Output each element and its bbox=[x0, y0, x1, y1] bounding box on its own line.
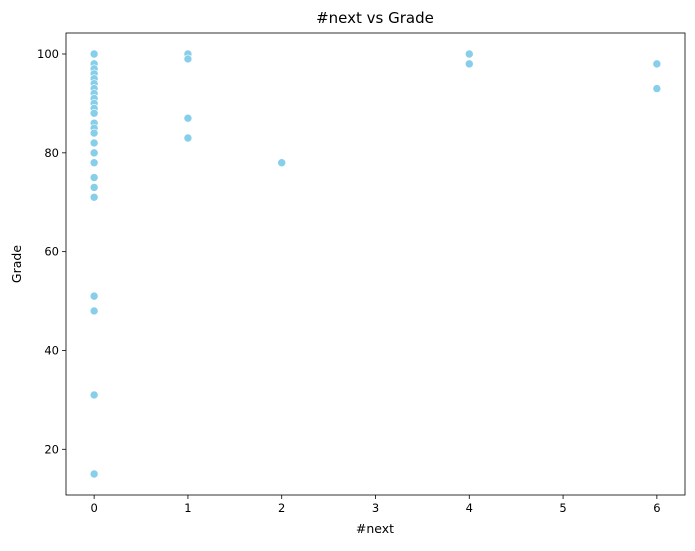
y-tick-label: 80 bbox=[44, 146, 59, 160]
x-tick-label: 5 bbox=[559, 501, 566, 515]
y-tick-label: 60 bbox=[44, 245, 59, 259]
data-point bbox=[89, 469, 99, 479]
data-point bbox=[183, 133, 193, 143]
y-tick-label: 20 bbox=[44, 442, 59, 456]
plot-frame bbox=[65, 32, 686, 496]
data-point bbox=[89, 192, 99, 202]
data-point bbox=[89, 138, 99, 148]
data-point bbox=[277, 158, 287, 168]
data-point bbox=[89, 148, 99, 158]
data-point bbox=[89, 390, 99, 400]
data-point bbox=[183, 54, 193, 64]
data-point bbox=[183, 113, 193, 123]
data-point bbox=[89, 108, 99, 118]
y-tick-label: 40 bbox=[44, 343, 59, 357]
x-tick-label: 3 bbox=[372, 501, 379, 515]
x-axis-label: #next bbox=[356, 521, 394, 536]
data-point bbox=[89, 291, 99, 301]
data-point bbox=[89, 183, 99, 192]
data-point bbox=[89, 173, 99, 182]
x-tick-label: 6 bbox=[653, 501, 660, 515]
y-tick-label: 100 bbox=[37, 47, 59, 61]
x-tick-label: 4 bbox=[466, 501, 473, 515]
data-point bbox=[89, 306, 99, 316]
chart-title: #next vs Grade bbox=[316, 9, 434, 27]
data-point bbox=[464, 49, 474, 59]
data-point bbox=[89, 49, 99, 59]
data-point bbox=[89, 158, 99, 168]
x-tick-label: 0 bbox=[90, 501, 97, 515]
data-point bbox=[464, 59, 474, 69]
data-point bbox=[652, 84, 662, 93]
y-axis-label: Grade bbox=[9, 245, 24, 283]
data-point bbox=[652, 59, 662, 69]
x-tick-label: 2 bbox=[278, 501, 285, 515]
tick-layer: 0 1 2 3 4 5 6 20 40 60 80 100 bbox=[37, 47, 660, 515]
data-point bbox=[89, 128, 99, 138]
x-tick-label: 1 bbox=[184, 501, 191, 515]
data-points bbox=[89, 49, 662, 479]
